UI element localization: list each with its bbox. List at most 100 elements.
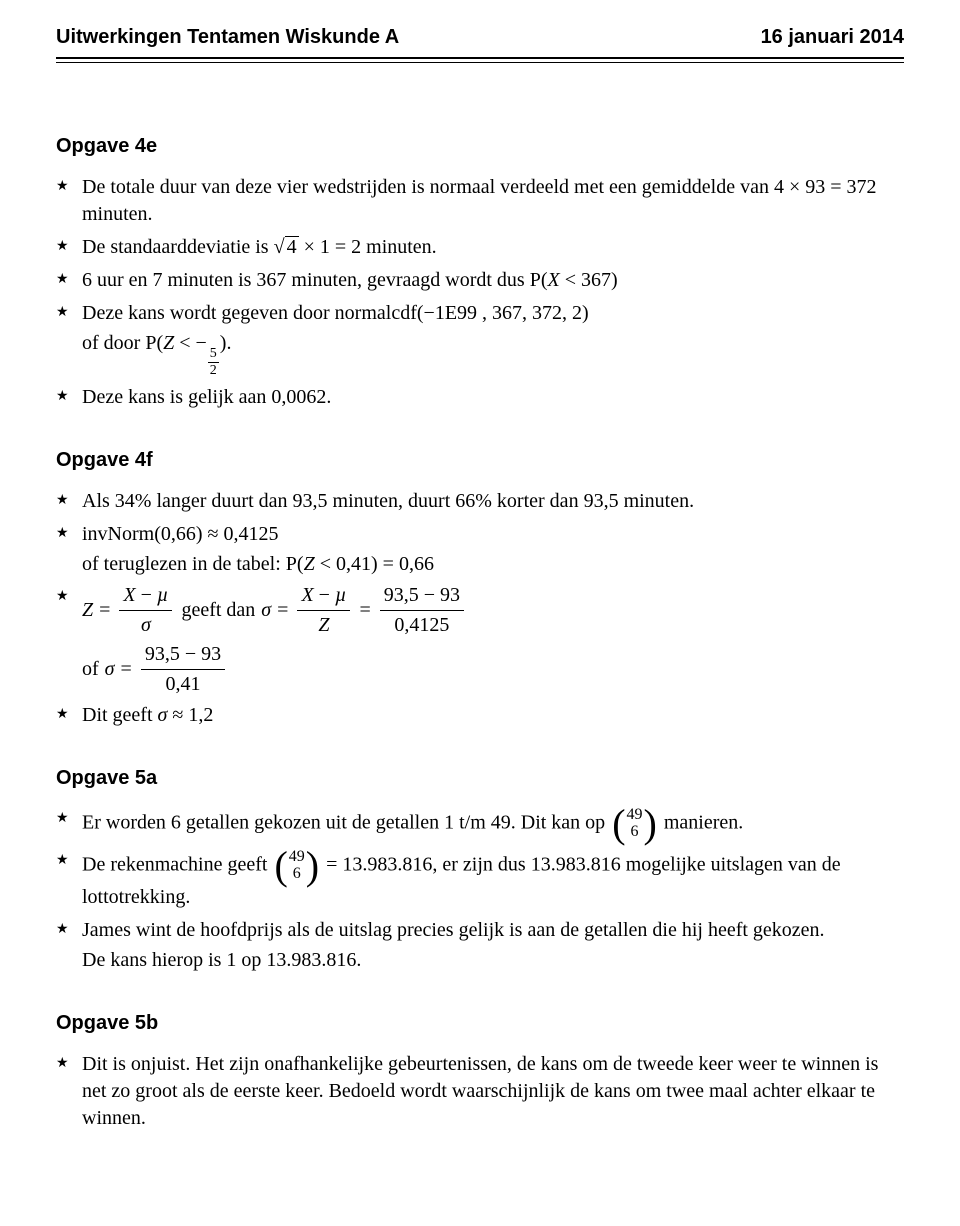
paren-right: ): [306, 848, 319, 884]
fraction-numerator: 5: [208, 347, 219, 363]
header-title-left: Uitwerkingen Tentamen Wiskunde A: [56, 24, 399, 51]
text: Er worden 6 getallen gekozen uit de geta…: [82, 811, 610, 833]
list-item: De standaarddeviatie is √4 × 1 = 2 minut…: [56, 234, 904, 261]
equation-line: Z = X − µ σ geeft dan σ = X − µ Z = 93,5…: [82, 584, 904, 637]
fraction-numerator: 93,5 − 93: [141, 643, 225, 670]
math-var: X: [301, 584, 313, 606]
fraction-denominator: 0,4125: [380, 611, 464, 637]
math-var: µ: [157, 584, 169, 606]
text: of teruglezen in de tabel: P(: [82, 553, 304, 575]
paren-left: (: [612, 806, 625, 842]
text: < 367): [560, 269, 618, 291]
text: =: [277, 597, 288, 624]
text: × 1 = 2 minuten.: [299, 236, 437, 258]
sqrt-symbol: √: [274, 236, 285, 258]
fraction-denominator: 0,41: [141, 670, 225, 696]
text: James wint de hoofdprijs als de uitslag …: [82, 919, 825, 941]
sub-line: of teruglezen in de tabel: P(Z < 0,41) =…: [82, 551, 904, 578]
text: Deze kans wordt gegeven door normalcdf(−…: [82, 302, 589, 324]
list-item: Dit is onjuist. Het zijn onafhankelijke …: [56, 1051, 904, 1132]
text: ≈ 1,2: [167, 704, 213, 726]
fraction: 93,5 − 93 0,4125: [380, 584, 464, 637]
header-rule-thick: [56, 57, 904, 59]
text: < 0,41) = 0,66: [315, 553, 434, 575]
text: manieren.: [659, 811, 743, 833]
math-var: X: [548, 269, 560, 291]
sub-line: of σ = 93,5 − 93 0,41: [82, 643, 904, 696]
text: < −: [174, 332, 207, 354]
math-var: Z: [304, 553, 315, 575]
page: Uitwerkingen Tentamen Wiskunde A 16 janu…: [0, 0, 960, 1226]
text: =: [359, 597, 370, 624]
math-var: X: [123, 584, 135, 606]
list-item: Deze kans wordt gegeven door normalcdf(−…: [56, 300, 904, 378]
math-var: σ: [141, 614, 151, 636]
sub-line: De kans hierop is 1 op 13.983.816.: [82, 947, 904, 974]
text: De totale duur van deze vier wedstrijden…: [82, 176, 877, 225]
sqrt-argument: 4: [285, 236, 299, 257]
sub-line: of door P(Z < −52).: [82, 330, 904, 378]
text: Als 34% langer duurt dan 93,5 minuten, d…: [82, 490, 694, 512]
list-item: Als 34% langer duurt dan 93,5 minuten, d…: [56, 488, 904, 515]
fraction: X − µ σ: [119, 584, 172, 637]
list-4e: De totale duur van deze vier wedstrijden…: [56, 174, 904, 411]
section-title-5a: Opgave 5a: [56, 765, 904, 792]
text: Dit geeft: [82, 704, 158, 726]
fraction-small: 52: [208, 347, 219, 378]
paren-left: (: [274, 848, 287, 884]
header-rule-thin: [56, 62, 904, 63]
header-date-right: 16 januari 2014: [761, 24, 904, 51]
fraction-numerator: 93,5 − 93: [380, 584, 464, 611]
binomial: (496): [274, 848, 319, 884]
binomial-top: 49: [289, 849, 305, 866]
fraction-numerator: X − µ: [119, 584, 172, 611]
section-title-5b: Opgave 5b: [56, 1010, 904, 1037]
list-5a: Er worden 6 getallen gekozen uit de geta…: [56, 806, 904, 974]
text: =: [121, 656, 132, 683]
math-var: Z: [82, 597, 93, 624]
fraction: 93,5 − 93 0,41: [141, 643, 225, 696]
math-var: Z: [163, 332, 174, 354]
binomial-bottom: 6: [627, 824, 643, 841]
list-item: 6 uur en 7 minuten is 367 minuten, gevra…: [56, 267, 904, 294]
binomial-stack: 496: [288, 849, 306, 883]
math-var: σ: [105, 656, 115, 683]
list-item: invNorm(0,66) ≈ 0,4125 of teruglezen in …: [56, 521, 904, 578]
list-item: De rekenmachine geeft (496) = 13.983.816…: [56, 848, 904, 911]
math-var: σ: [158, 704, 168, 726]
text: invNorm(0,66) ≈ 0,4125: [82, 523, 279, 545]
list-item: Dit geeft σ ≈ 1,2: [56, 702, 904, 729]
fraction-denominator: 2: [208, 363, 219, 378]
text: Deze kans is gelijk aan 0,0062.: [82, 386, 331, 408]
binomial-bottom: 6: [289, 866, 305, 883]
paren-right: ): [644, 806, 657, 842]
text: −: [136, 584, 157, 606]
fraction-denominator: σ: [119, 611, 172, 637]
text: 6 uur en 7 minuten is 367 minuten, gevra…: [82, 269, 548, 291]
math-var: µ: [335, 584, 347, 606]
list-item: Z = X − µ σ geeft dan σ = X − µ Z = 93,5…: [56, 584, 904, 696]
text: −: [314, 584, 335, 606]
list-item: De totale duur van deze vier wedstrijden…: [56, 174, 904, 228]
math-var: Z: [318, 614, 329, 636]
math-var: σ: [261, 597, 271, 624]
list-item: James wint de hoofdprijs als de uitslag …: [56, 917, 904, 974]
text: ).: [220, 332, 232, 354]
list-5b: Dit is onjuist. Het zijn onafhankelijke …: [56, 1051, 904, 1132]
text: =: [99, 597, 110, 624]
section-title-4f: Opgave 4f: [56, 447, 904, 474]
page-header: Uitwerkingen Tentamen Wiskunde A 16 janu…: [56, 24, 904, 55]
binomial-top: 49: [627, 807, 643, 824]
list-item: Deze kans is gelijk aan 0,0062.: [56, 384, 904, 411]
text: Dit is onjuist. Het zijn onafhankelijke …: [82, 1053, 878, 1129]
text: geeft dan: [181, 597, 255, 624]
binomial-stack: 496: [626, 807, 644, 841]
section-title-4e: Opgave 4e: [56, 133, 904, 160]
list-4f: Als 34% langer duurt dan 93,5 minuten, d…: [56, 488, 904, 729]
fraction-denominator: Z: [297, 611, 350, 637]
binomial: (496): [612, 806, 657, 842]
text: of: [82, 656, 99, 683]
text: De standaarddeviatie is: [82, 236, 274, 258]
text: De rekenmachine geeft: [82, 853, 272, 875]
fraction: X − µ Z: [297, 584, 350, 637]
